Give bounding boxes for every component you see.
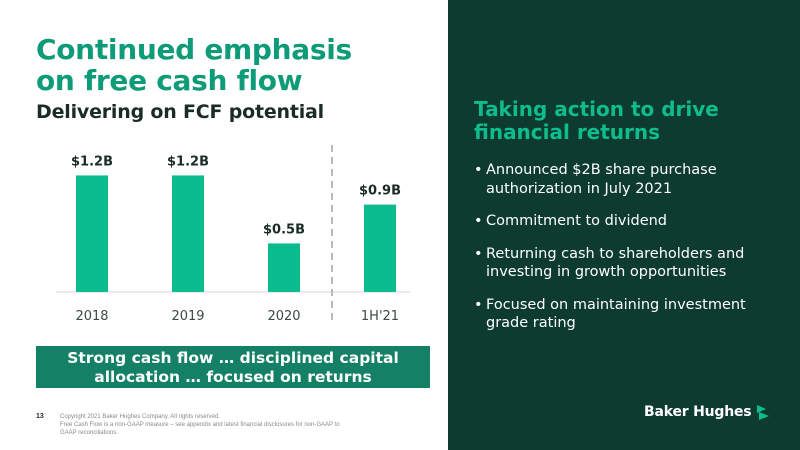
action-bullet-list: Announced $2B share purchase authorizati… xyxy=(474,161,774,347)
banner-line: allocation … focused on returns xyxy=(94,368,372,386)
bullet-item: Focused on maintaining investment grade … xyxy=(474,296,774,333)
bullet-text: authorization in July 2021 xyxy=(486,180,673,197)
bullet-item: Announced $2B share purchase authorizati… xyxy=(474,161,774,198)
x-tick-label: 2020 xyxy=(267,309,300,324)
panel-heading: Taking action to drive financial returns xyxy=(474,98,774,144)
data-label: $1.2B xyxy=(167,154,209,169)
footer-line: Free Cash Flow is a non-GAAP measure – s… xyxy=(60,422,340,428)
data-label: $0.9B xyxy=(359,184,401,199)
x-tick-label: 1H'21 xyxy=(361,309,399,324)
bullet-text: Announced $2B share purchase xyxy=(486,162,717,178)
footer-line: GAAP reconciliations. xyxy=(60,430,118,436)
bar-2020 xyxy=(268,243,300,292)
bullet-item: Returning cash to shareholders and inves… xyxy=(474,245,774,282)
fcf-bar-chart: $1.2B 2018 $1.2B 2019 $0.5B 2020 $0.9B 1H'21 xyxy=(56,145,410,325)
footer-line: Copyright 2021 Baker Hughes Company. All… xyxy=(60,414,220,420)
bullet-text: Commitment to dividend xyxy=(486,213,668,229)
x-tick-label: 2019 xyxy=(171,309,204,324)
bar-2018 xyxy=(76,175,108,292)
page-number: 13 xyxy=(36,413,44,420)
banner-line: Strong cash flow … disciplined capital xyxy=(67,349,399,367)
slide-title-line: on free cash flow xyxy=(36,64,303,97)
slide-title-line: Continued emphasis xyxy=(36,33,352,66)
bullet-item: Commitment to dividend xyxy=(474,212,774,231)
data-label: $0.5B xyxy=(263,222,305,237)
bullet-text: grade rating xyxy=(486,315,576,331)
panel-heading-line: Taking action to drive xyxy=(474,97,719,121)
panel-heading-line: financial returns xyxy=(474,120,661,144)
chart-subtitle: Delivering on FCF potential xyxy=(36,101,324,123)
logo-wordmark: Baker Hughes xyxy=(644,404,752,420)
slide-title: Continued emphasis on free cash flow xyxy=(36,34,436,96)
bar-1H'21 xyxy=(364,204,396,292)
baker-hughes-logo: Baker Hughes xyxy=(644,404,771,420)
data-label: $1.2B xyxy=(71,154,113,169)
bar-2019 xyxy=(172,175,204,292)
x-tick-label: 2018 xyxy=(75,309,108,324)
bullet-text: investing in growth opportunities xyxy=(486,264,727,280)
bullet-text: Focused on maintaining investment xyxy=(486,296,746,313)
logo-chevron-icon xyxy=(757,405,770,420)
footer-disclaimer: Copyright 2021 Baker Hughes Company. All… xyxy=(60,413,410,437)
takeaway-banner: Strong cash flow … disciplined capital a… xyxy=(36,346,430,388)
bullet-text: Returning cash to shareholders and xyxy=(486,245,745,262)
